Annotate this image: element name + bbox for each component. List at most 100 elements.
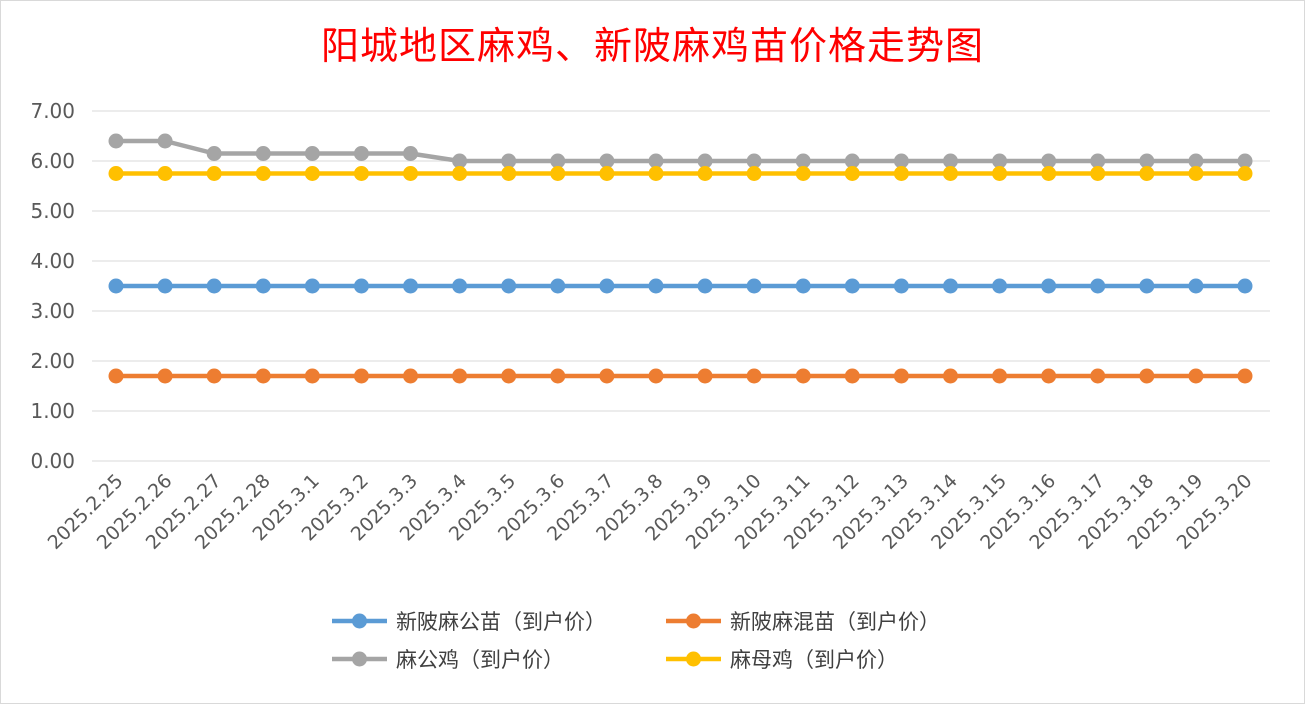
data-point [1041,166,1057,181]
y-tick-label: 3.00 [30,299,75,323]
data-point [452,368,468,384]
data-point [599,153,615,169]
legend-swatch-marker [352,613,367,629]
data-point [255,278,271,294]
data-point [795,166,811,181]
data-point [844,368,860,384]
legend-label: 麻公鸡（到户价） [396,648,564,672]
data-point [452,166,468,181]
data-point [304,278,320,294]
data-point [599,166,615,181]
data-point [206,166,222,181]
data-point [1139,153,1155,169]
data-point [157,133,173,149]
data-point [403,278,419,294]
data-point [550,278,566,294]
data-point [697,153,713,169]
data-point [992,368,1008,384]
data-point [108,278,124,294]
data-point [157,368,173,384]
legend-label: 麻母鸡（到户价） [730,648,898,672]
data-point [599,278,615,294]
legend-item: 麻公鸡（到户价） [332,648,564,672]
data-point [550,166,566,181]
data-point [992,153,1008,169]
data-point [255,368,271,384]
data-point [1237,166,1253,181]
data-point [108,166,124,181]
data-point [1139,278,1155,294]
data-point [157,278,173,294]
data-point [206,146,222,161]
chart-title: 阳城地区麻鸡、新陂麻鸡苗价格走势图 [320,24,984,68]
data-point [697,166,713,181]
data-point [795,368,811,384]
data-point [1041,368,1057,384]
data-point [648,278,664,294]
data-point [550,368,566,384]
data-point [501,153,517,169]
y-tick-label: 0.00 [30,449,75,473]
data-point [353,278,369,294]
data-point [403,368,419,384]
data-point [844,153,860,169]
data-point [353,166,369,181]
data-point [1090,368,1106,384]
data-point [992,278,1008,294]
data-point [304,368,320,384]
data-point [206,278,222,294]
series-lines [108,133,1253,384]
data-point [353,146,369,161]
data-point [893,153,909,169]
data-point [795,153,811,169]
data-point [1139,368,1155,384]
data-point [746,278,762,294]
y-tick-label: 7.00 [30,99,75,123]
data-point [206,368,222,384]
data-point [1041,153,1057,169]
legend-swatch-marker [686,651,701,667]
y-tick-label: 1.00 [30,399,75,423]
data-point [697,368,713,384]
data-point [844,278,860,294]
data-point [746,368,762,384]
legend-label: 新陂麻混苗（到户价） [730,610,940,634]
data-point [1188,166,1204,181]
data-point [648,153,664,169]
data-point [108,368,124,384]
y-tick-label: 5.00 [30,199,75,223]
data-point [1188,368,1204,384]
data-point [1237,278,1253,294]
data-point [648,166,664,181]
x-axis-ticks: 2025.2.252025.2.262025.2.272025.2.282025… [44,470,1257,554]
data-point [1188,153,1204,169]
data-point [942,166,958,181]
data-point [697,278,713,294]
data-point [893,166,909,181]
data-point [403,146,419,161]
legend-swatch-marker [686,613,701,629]
y-tick-label: 2.00 [30,349,75,373]
data-point [1090,278,1106,294]
data-point [1237,153,1253,169]
data-point [893,278,909,294]
data-point [1090,153,1106,169]
y-tick-label: 6.00 [30,149,75,173]
data-point [501,368,517,384]
data-point [992,166,1008,181]
data-point [501,278,517,294]
data-point [1090,166,1106,181]
data-point [746,153,762,169]
data-point [942,278,958,294]
y-axis-ticks: 0.00 1.00 2.00 3.00 4.00 5.00 6.00 7.00 [30,99,75,473]
data-point [1139,166,1155,181]
data-point [844,166,860,181]
series-4 [108,166,1253,181]
data-point [304,166,320,181]
legend-swatch-marker [352,651,367,667]
legend-label: 新陂麻公苗（到户价） [396,610,606,634]
data-point [403,166,419,181]
legend-item: 麻母鸡（到户价） [666,648,898,672]
legend-item: 新陂麻混苗（到户价） [666,610,940,634]
